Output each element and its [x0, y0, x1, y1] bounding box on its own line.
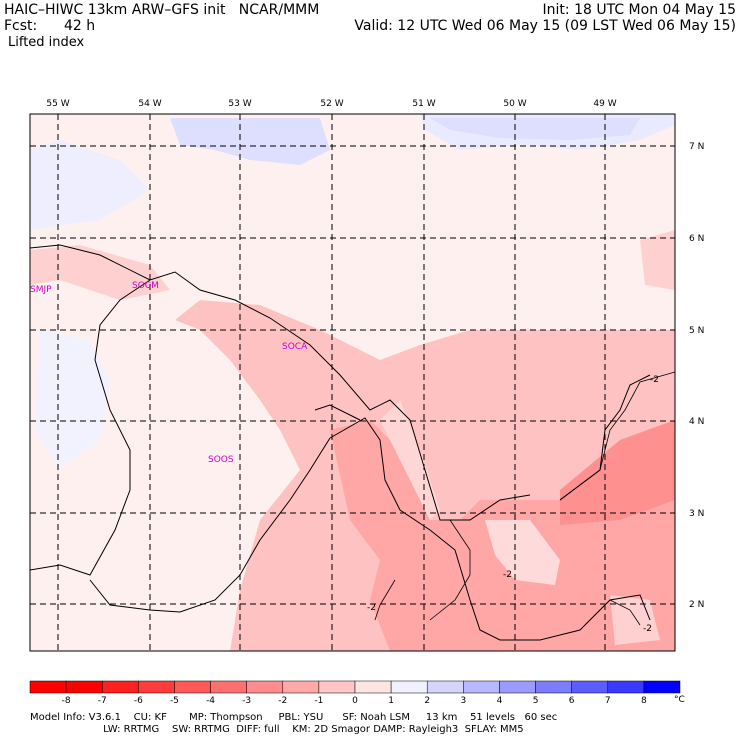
- border-guiana-brazil: [329, 417, 651, 641]
- lon-label: 49 W: [593, 99, 616, 109]
- lon-label: 51 W: [412, 99, 435, 109]
- lat-label: 6 N: [689, 234, 704, 244]
- colorbar-tick: 5: [533, 696, 539, 706]
- lat-label: 3 N: [689, 509, 704, 519]
- contour-line-south: [374, 579, 396, 621]
- lat-label: 7 N: [689, 142, 704, 152]
- colorbar-tick: -2: [278, 696, 287, 706]
- colorbar-tick: 0: [352, 696, 358, 706]
- colorbar-tick: 4: [497, 696, 503, 706]
- field-name: Lifted index: [8, 35, 85, 50]
- colorbar-swatch: [463, 680, 500, 694]
- colorbar-tick: 1: [388, 696, 394, 706]
- colorbar-tick: -5: [170, 696, 179, 706]
- contour-line-east: [559, 371, 675, 501]
- station-socm: SOCM: [132, 281, 159, 291]
- positive-area-inland: [35, 330, 110, 470]
- colorbar-swatch: [246, 680, 284, 694]
- colorbar-swatch: [174, 680, 211, 694]
- colorbar: -8 -7 -6 -5 -4 -3 -2 -1 0 1 2 3 4 5 6 7 8: [29, 680, 681, 706]
- colorbar-tick: 2: [424, 696, 430, 706]
- positive-area-northwest: [30, 140, 150, 230]
- model-info-line1: Model Info: V3.6.1 CU: KF MP: Thompson P…: [30, 712, 558, 723]
- contour-label: -2: [367, 603, 376, 613]
- colorbar-swatch: [390, 680, 428, 694]
- colorbar-unit: °C: [674, 695, 685, 705]
- contour-label: -2: [503, 570, 512, 580]
- colorbar-swatch: [535, 680, 572, 694]
- lon-label: 50 W: [503, 99, 526, 109]
- colorbar-swatch: [571, 680, 609, 694]
- border-suriname-brazil: [89, 437, 331, 613]
- longitude-labels: 55 W 54 W 53 W 52 W 51 W 50 W 49 W: [46, 99, 616, 109]
- colorbar-tick: -4: [206, 696, 215, 706]
- colorbar-swatch: [607, 680, 645, 694]
- colorbar-swatch: [354, 680, 392, 694]
- colorbar-swatch: [426, 680, 464, 694]
- station-smjp: SMJP: [30, 285, 52, 295]
- lighter-area-estuary: [380, 400, 440, 520]
- lighter-area-southeast: [610, 595, 660, 645]
- colorbar-tick: 6: [569, 696, 575, 706]
- station-labels: SMJP SOCM SOCA SOOS: [30, 281, 308, 465]
- lat-label: 4 N: [689, 417, 704, 427]
- contour-label: -2: [643, 624, 652, 634]
- negative-area-coast-west: [30, 245, 170, 300]
- lat-label: 5 N: [689, 326, 704, 336]
- forecast-label: Fcst:: [4, 18, 38, 34]
- colorbar-swatch: [210, 680, 247, 694]
- negative-area-peak: [560, 420, 675, 525]
- contour-value-labels: -2 -2 -2 -2: [367, 375, 659, 634]
- colorbar-swatch: [643, 680, 681, 694]
- positive-area-northeast: [430, 118, 640, 140]
- colorbar-tick: 7: [605, 696, 611, 706]
- lon-label: 55 W: [46, 99, 69, 109]
- lat-label: 2 N: [689, 600, 704, 610]
- colorbar-swatch: [138, 680, 175, 694]
- positive-area-north-core: [170, 118, 330, 165]
- colorbar-swatch: [101, 680, 139, 694]
- shaded-field: [30, 114, 675, 651]
- graticule: [30, 114, 675, 651]
- model-title: HAIC–HIWC 13km ARW–GFS init NCAR/MMM: [4, 2, 320, 18]
- contour-line-southeast: [609, 599, 641, 626]
- colorbar-swatch: [318, 680, 356, 694]
- lon-label: 53 W: [228, 99, 251, 109]
- lon-label: 52 W: [320, 99, 343, 109]
- colorbar-swatch: [282, 680, 320, 694]
- contour-line-center: [429, 519, 471, 621]
- border-suriname-guyana: [30, 279, 151, 576]
- station-soca: SOCA: [282, 342, 308, 352]
- colorbar-tick: 8: [641, 696, 647, 706]
- colorbar-tick: 3: [460, 696, 466, 706]
- valid-time: Valid: 12 UTC Wed 06 May 15 (09 LST Wed …: [354, 18, 736, 34]
- contour-label: -2: [650, 375, 659, 385]
- colorbar-swatch: [29, 680, 67, 694]
- colorbar-swatch: [499, 680, 536, 694]
- colorbar-tick: -7: [98, 696, 107, 706]
- lighter-area-interior: [485, 520, 560, 585]
- coast-segment: [314, 404, 361, 421]
- init-time: Init: 18 UTC Mon 04 May 15: [542, 2, 736, 18]
- colorbar-tick: -3: [242, 696, 251, 706]
- colorbar-tick: -6: [134, 696, 143, 706]
- colorbar-tick: -1: [314, 696, 323, 706]
- colorbar-tick: -8: [62, 696, 71, 706]
- forecast-hours: 42 h: [64, 18, 96, 34]
- lon-label: 54 W: [138, 99, 161, 109]
- colorbar-swatch: [65, 680, 103, 694]
- latitude-labels: 7 N 6 N 5 N 4 N 3 N 2 N: [689, 142, 704, 610]
- station-soos: SOOS: [208, 455, 234, 465]
- plot-frame: [29, 113, 676, 652]
- model-info-line2: LW: RRTMG SW: RRTMG DIFF: full KM: 2D Sm…: [30, 724, 524, 735]
- negative-area-northeast: [640, 230, 675, 290]
- contour-lines: [374, 371, 675, 626]
